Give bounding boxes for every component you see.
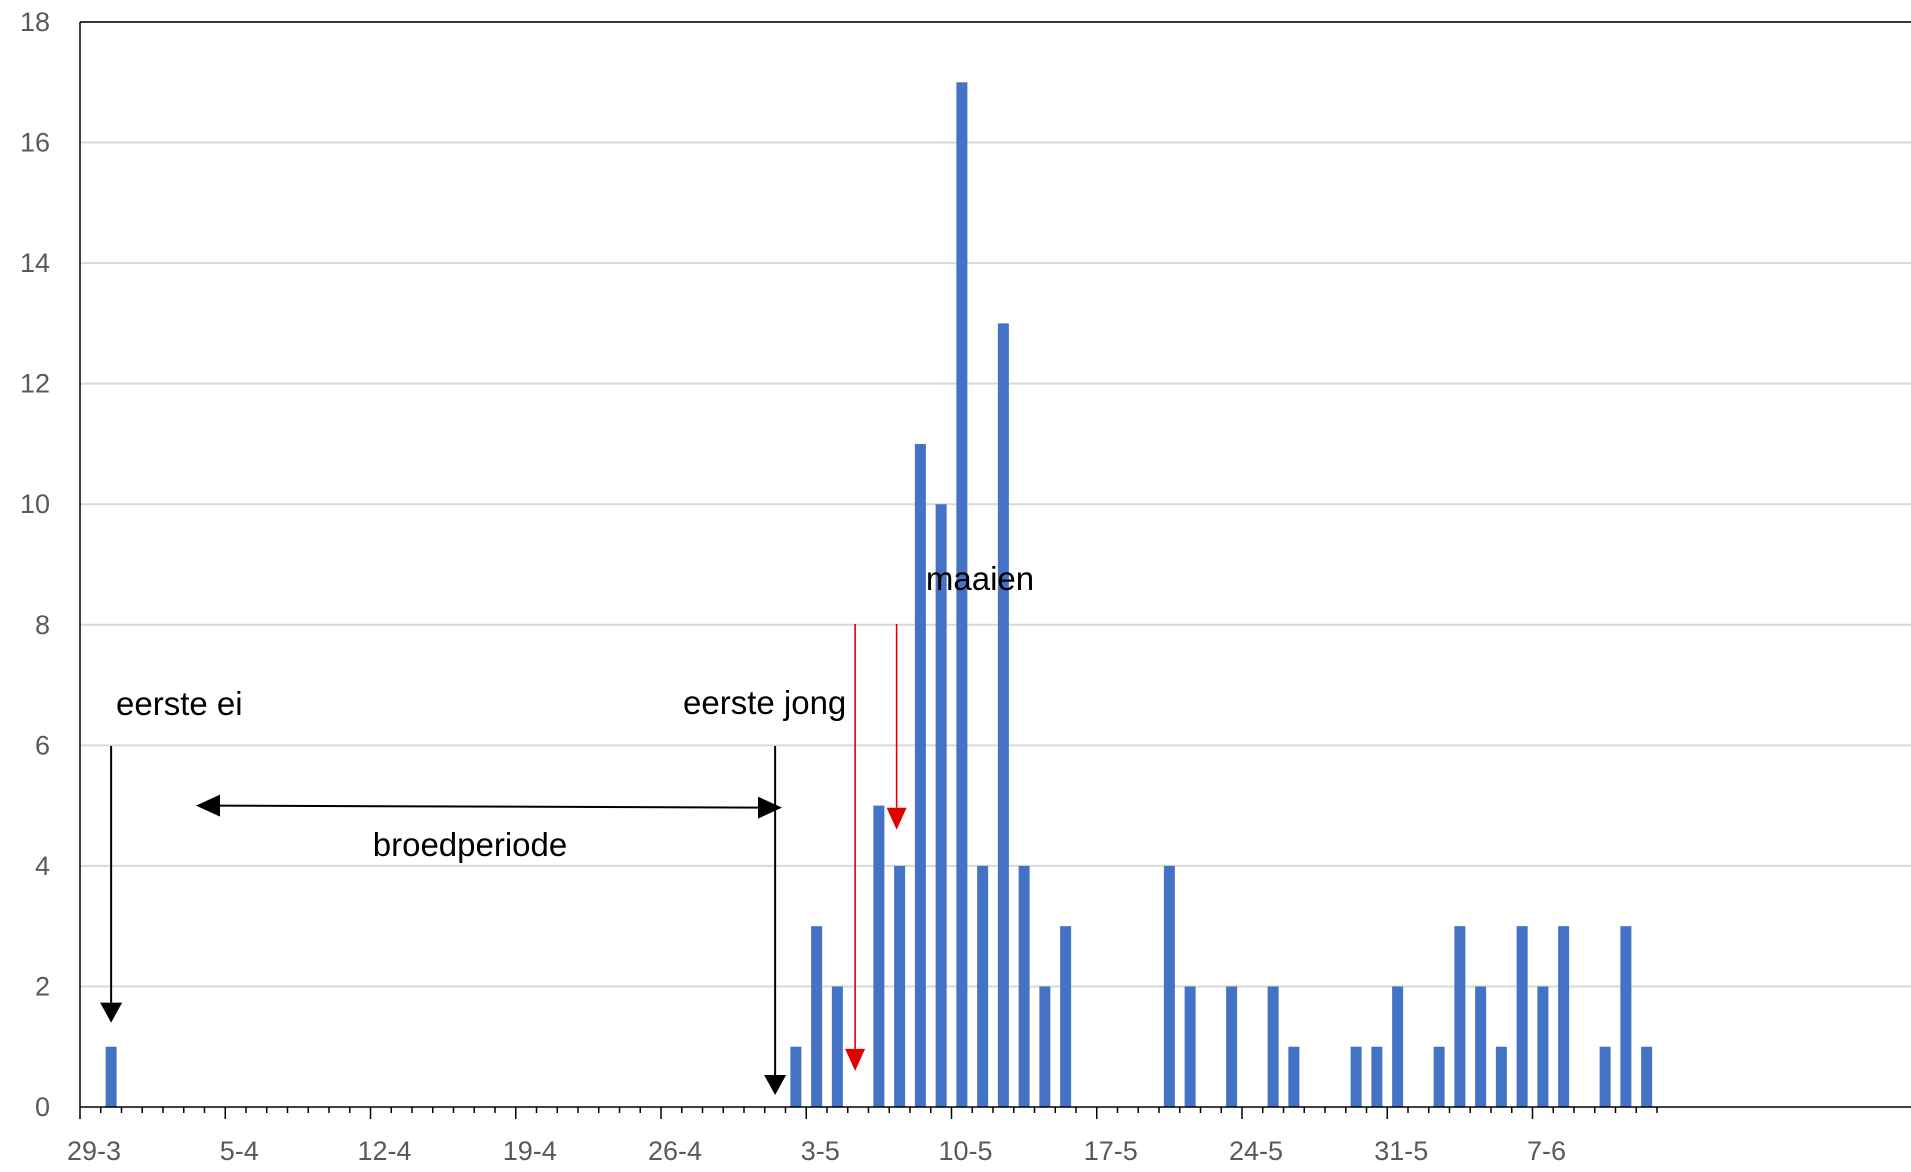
- bar: [1495, 1046, 1507, 1107]
- bar: [914, 443, 926, 1107]
- x-tick-label: 10-5: [938, 1136, 992, 1166]
- bar: [1558, 926, 1570, 1107]
- bar: [1267, 986, 1279, 1107]
- bar: [1641, 1046, 1653, 1107]
- x-tick-label: 12-4: [357, 1136, 411, 1166]
- x-tick-label: 29-3: [67, 1136, 121, 1166]
- annotation-maaien: maaien: [926, 560, 1034, 597]
- arrow-head-right: [758, 796, 782, 819]
- x-tick-label: 26-4: [648, 1136, 702, 1166]
- annotation-eerste-ei: eerste ei: [116, 685, 243, 722]
- x-tick-label: 24-5: [1229, 1136, 1283, 1166]
- axes: 0 2 4 6 8 10 12 14 16 18 29-3 5-4 12-4 19-4 26-4 3-5 10-…: [20, 7, 1911, 1166]
- bar: [1392, 986, 1404, 1107]
- bar: [1226, 986, 1238, 1107]
- y-tick-label: 8: [35, 610, 50, 640]
- bar: [1537, 986, 1549, 1107]
- bar: [873, 805, 885, 1107]
- bar: [1018, 865, 1030, 1107]
- bar: [811, 926, 823, 1107]
- bar: [1599, 1046, 1611, 1107]
- bar: [1371, 1046, 1383, 1107]
- bar: [1184, 986, 1196, 1107]
- y-tick-label: 10: [20, 489, 50, 519]
- bar: [1039, 986, 1051, 1107]
- y-tick-label: 18: [20, 7, 50, 37]
- x-tick-label: 5-4: [220, 1136, 259, 1166]
- bars: [105, 82, 1653, 1107]
- arrow-head: [845, 1048, 866, 1071]
- annotation-broedperiode: broedperiode: [373, 826, 568, 863]
- bar: [977, 865, 989, 1107]
- y-tick-label: 12: [20, 369, 50, 399]
- bar: [1516, 926, 1528, 1107]
- x-tick-label: 3-5: [801, 1136, 840, 1166]
- bar: [956, 82, 968, 1107]
- bar: [1288, 1046, 1300, 1107]
- y-tick-label: 2: [35, 971, 50, 1001]
- broedperiode-arrow-line: [215, 804, 763, 809]
- x-tick-label: 31-5: [1374, 1136, 1428, 1166]
- gridlines: [80, 21, 1911, 988]
- annotation-eerste-jong: eerste jong: [683, 684, 846, 721]
- y-tick-label: 16: [20, 128, 50, 158]
- arrow-head: [764, 1074, 787, 1095]
- y-tick-label: 6: [35, 730, 50, 760]
- bar: [1475, 986, 1487, 1107]
- arrow-head: [100, 1002, 123, 1023]
- bar: [105, 1046, 117, 1107]
- bar: [1433, 1046, 1445, 1107]
- y-tick-label: 14: [20, 248, 50, 278]
- x-tick-label: 17-5: [1084, 1136, 1138, 1166]
- bar: [1060, 926, 1072, 1107]
- bar: [1163, 865, 1175, 1107]
- arrow-head-left: [196, 794, 220, 817]
- y-tick-label: 4: [35, 851, 50, 881]
- x-tick-label: 7-6: [1527, 1136, 1566, 1166]
- y-tick-label: 0: [35, 1092, 50, 1122]
- bar: [935, 504, 947, 1107]
- bar: [997, 323, 1009, 1107]
- bar: [1620, 926, 1632, 1107]
- annotations: eerste ei eerste jong broedperiode maaien: [100, 560, 1034, 1095]
- bar: [1350, 1046, 1362, 1107]
- bar: [790, 1046, 802, 1107]
- bar: [1454, 926, 1466, 1107]
- arrow-head: [886, 807, 907, 830]
- x-tick-label: 19-4: [503, 1136, 557, 1166]
- bar: [831, 986, 843, 1107]
- bar: [894, 865, 906, 1107]
